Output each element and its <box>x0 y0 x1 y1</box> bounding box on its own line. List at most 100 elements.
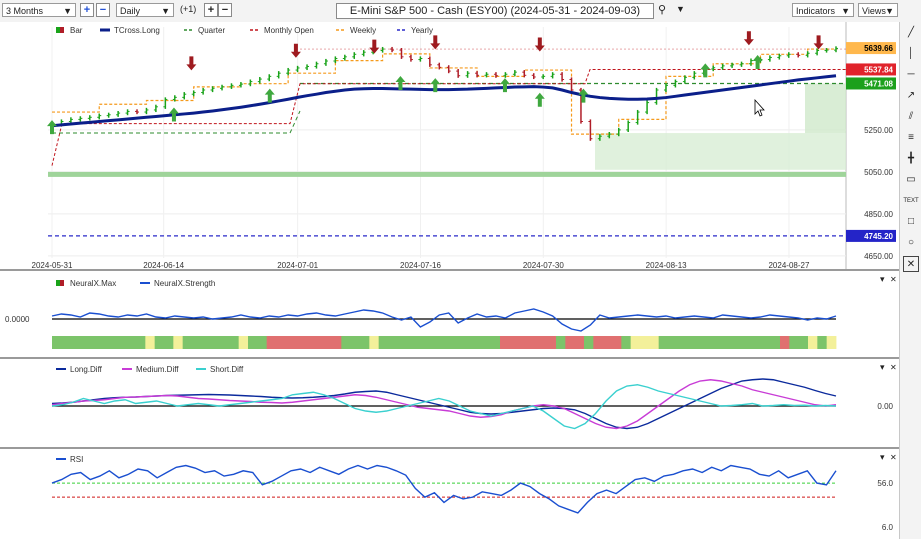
sell-arrow-icon <box>290 43 301 58</box>
quarter-line-early <box>52 110 301 134</box>
neuralx-max-cell <box>108 336 118 349</box>
neuralx-max-cell <box>518 336 529 349</box>
panel-background <box>0 450 899 539</box>
sell-arrow-icon <box>430 35 441 50</box>
sell-arrow-icon <box>186 56 197 71</box>
rsi-line <box>51 464 837 514</box>
neuralx-max-cell <box>640 336 650 349</box>
horizontal-line-tool-icon[interactable]: ─ <box>907 69 915 80</box>
subtract-icon[interactable]: − <box>96 3 110 17</box>
neuralx-max-cell <box>61 336 72 349</box>
neuralx-max-cell <box>220 336 230 349</box>
search-icon[interactable]: ⚲ <box>658 4 667 16</box>
text-tool-icon[interactable]: TEXT <box>903 198 919 204</box>
price-level-label-bg <box>846 63 896 76</box>
trendline-tool-icon[interactable]: ╱ <box>907 27 915 38</box>
neuralx-max-cell <box>145 336 156 349</box>
diff-tick-label: 0.00 <box>877 402 893 411</box>
neuralx-max-cell <box>528 336 538 349</box>
close-drawing-icon[interactable]: ✕ <box>903 256 919 272</box>
neuralx-strength-line <box>51 308 837 332</box>
neuralx-max-cell <box>546 336 557 349</box>
date-tick-label: 2024-05-31 <box>32 261 73 270</box>
toolbar: 3 Months ▼ + − Daily ▼ (+1) + − E-Mini S&P… <box>0 0 921 23</box>
neuralx-max-cell <box>668 336 678 349</box>
neuralx-max-cell <box>164 336 174 349</box>
panel-close-icon: ✕ <box>890 453 897 462</box>
crosshair-tool-icon[interactable]: ╋ <box>907 153 915 164</box>
neuralx-max-cell <box>593 336 604 349</box>
neuralx-max-cell <box>621 336 632 349</box>
price-level-label-bg <box>846 42 896 55</box>
neuralx-max-cell <box>584 336 594 349</box>
neuralx-max-cell <box>789 336 800 349</box>
buy-arrow-icon <box>752 55 763 69</box>
symbol-title[interactable]: E-Mini S&P 500 - Cash (ESY00) (2024-05-3… <box>336 3 654 19</box>
diff-series-line <box>51 378 837 430</box>
neuralx-max-cell <box>509 336 520 349</box>
price-level-label-bg <box>846 77 896 90</box>
neuralx-max-cell <box>276 336 286 349</box>
neuralx-max-cell <box>52 336 62 349</box>
tcross-long-line <box>51 74 837 128</box>
zoom-out-icon[interactable]: − <box>218 3 232 17</box>
support-zone <box>805 83 846 134</box>
buy-arrow-icon <box>264 88 275 103</box>
neuralx-max-cell <box>453 336 464 349</box>
mouse-cursor-icon <box>754 98 765 117</box>
zoom-in-icon[interactable]: + <box>204 3 218 17</box>
buy-arrow-icon <box>499 78 510 93</box>
price-tick-label: 4850.00 <box>864 210 893 219</box>
chevron-down-icon: ▼ <box>161 6 170 16</box>
indicators-button[interactable]: Indicators ▼ <box>792 3 854 17</box>
neuralx-max-cell <box>490 336 501 349</box>
neuralx-max-cell <box>388 336 398 349</box>
legend-label: NeuralX.Max <box>70 279 116 288</box>
neuralx-max-cell <box>425 336 436 349</box>
ray-tool-icon[interactable]: ↗ <box>906 90 916 101</box>
neuralx-max-cell <box>257 336 268 349</box>
buy-arrow-icon <box>534 92 545 107</box>
neuralx-max-cell <box>322 336 333 349</box>
channel-tool-icon[interactable]: ⫽ <box>908 111 914 122</box>
legend-label: Weekly <box>350 26 376 35</box>
views-button[interactable]: Views ▼ <box>858 3 898 17</box>
neuralx-max-cell <box>332 336 342 349</box>
neuralx-max-cell <box>537 336 548 349</box>
neuralx-max-cell <box>434 336 445 349</box>
neuralx-max-cell <box>724 336 734 349</box>
ellipse-tool-icon[interactable]: ○ <box>907 237 915 248</box>
quarter-low-band <box>48 171 846 177</box>
legend-label: Long.Diff <box>70 365 103 374</box>
price-level-label: 5639.66 <box>864 44 893 53</box>
neuralx-max-cell <box>677 336 688 349</box>
rsi-tick-label: 56.0 <box>877 479 893 488</box>
neuralx-max-cell <box>360 336 370 349</box>
legend-swatch <box>56 27 60 33</box>
legend-label: Yearly <box>411 26 433 35</box>
sell-arrow-icon <box>813 35 824 50</box>
legend-label: Monthly Open <box>264 26 314 35</box>
price-level-label-bg <box>846 229 896 242</box>
fibonacci-tool-icon[interactable]: ≡ <box>908 132 914 143</box>
period-value: 3 Months <box>6 6 44 16</box>
legend-label: Quarter <box>198 26 225 35</box>
buy-arrow-icon <box>168 107 179 122</box>
neuralx-max-cell <box>182 336 193 349</box>
rsi-tick-label: 6.0 <box>882 523 894 532</box>
price-tick-label: 4650.00 <box>864 252 893 261</box>
vertical-line-tool-icon[interactable]: │ <box>907 48 915 59</box>
add-icon[interactable]: + <box>80 3 94 17</box>
interval-value: Daily <box>120 6 141 16</box>
neuralx-max-cell <box>752 336 762 349</box>
neuralx-max-cell <box>705 336 716 349</box>
neuralx-max-cell <box>658 336 669 349</box>
chevron-down-icon[interactable]: ▼ <box>676 4 685 14</box>
rectangle-tool-icon[interactable]: □ <box>907 216 915 227</box>
interval-select[interactable]: Daily ▼ <box>116 3 174 17</box>
callout-tool-icon[interactable]: ▭ <box>906 174 916 185</box>
chart-area[interactable]: ▾ ✕ ▾ ✕ ▾ ✕ 4650.00 4850.00 5050.00 5250.00 2024-0… <box>0 22 899 539</box>
legend-swatch <box>60 27 64 33</box>
neuralx-max-cell <box>565 336 576 349</box>
period-select[interactable]: 3 Months ▼ <box>2 3 76 17</box>
